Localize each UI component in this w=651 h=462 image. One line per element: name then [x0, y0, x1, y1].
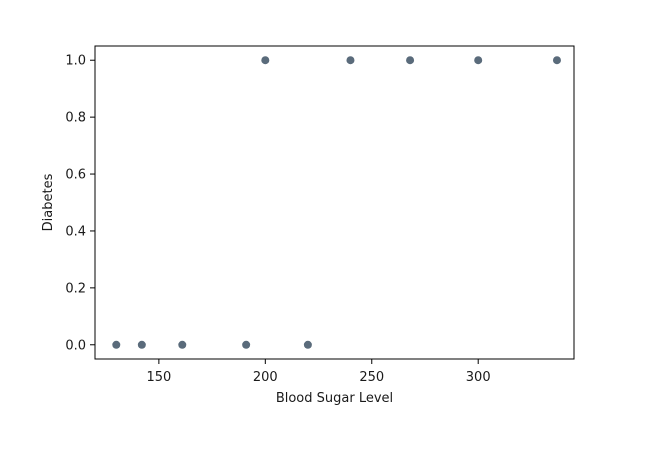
x-tick-label: 300 [466, 370, 491, 385]
x-axis-ticks: 150 200 250 300 [146, 359, 491, 385]
y-tick-label: 1.0 [65, 54, 86, 69]
x-tick-label: 200 [253, 370, 278, 385]
y-tick-label: 0.4 [65, 224, 86, 239]
scatter-point [112, 340, 121, 349]
y-tick-label: 0.0 [65, 338, 86, 353]
plot-frame [94, 45, 575, 360]
scatter-point [552, 56, 561, 65]
scatter-point [346, 56, 355, 65]
scatter-point [178, 340, 187, 349]
scatter-point [261, 56, 270, 65]
plot-area [112, 56, 561, 349]
x-tick-label: 250 [359, 370, 384, 385]
y-tick-label: 0.8 [65, 111, 86, 126]
scatter-point [406, 56, 415, 65]
scatter-point [474, 56, 483, 65]
x-axis-title: Blood Sugar Level [276, 391, 393, 406]
y-tick-label: 0.2 [65, 281, 86, 296]
x-tick-label: 150 [146, 370, 171, 385]
scatter-point [137, 340, 146, 349]
y-tick-label: 0.6 [65, 168, 86, 183]
scatter-point [242, 340, 251, 349]
y-axis-title: Diabetes [41, 173, 56, 231]
y-axis-ticks: 0.0 0.2 0.4 0.6 0.8 1.0 [65, 54, 95, 353]
scatter-point [303, 340, 312, 349]
